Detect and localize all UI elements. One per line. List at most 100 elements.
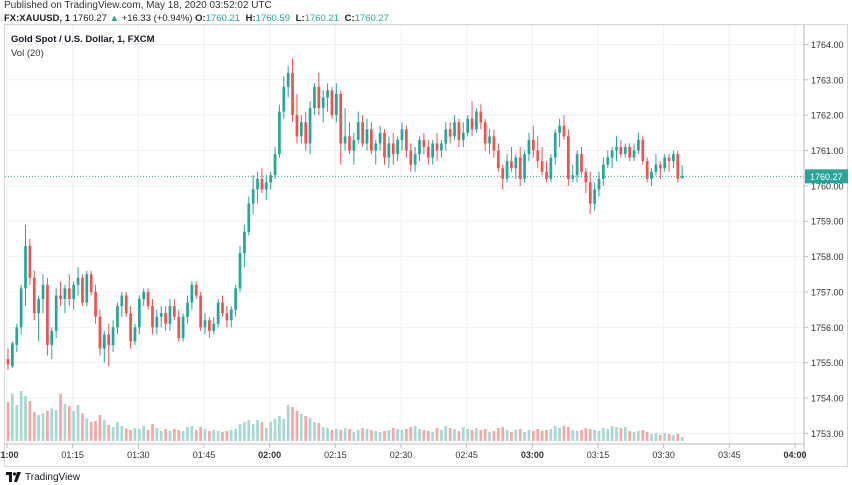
candle — [470, 101, 474, 137]
high-label: H: — [245, 13, 256, 24]
candle — [654, 154, 658, 176]
volume-bar — [549, 429, 553, 441]
volume-bar — [400, 430, 404, 441]
x-tick-label: 01:45 — [193, 450, 216, 460]
candle — [383, 129, 386, 165]
volume-bar — [295, 411, 299, 441]
candle — [641, 136, 645, 165]
candle — [466, 115, 470, 137]
candle — [518, 146, 522, 186]
candle — [650, 168, 653, 186]
candle — [496, 143, 500, 172]
candle — [479, 104, 483, 130]
close-value: 1760.27 — [354, 13, 389, 24]
volume-bar — [94, 421, 97, 441]
candle — [63, 284, 67, 314]
volume-bar — [396, 429, 399, 441]
y-tick-label: 1753.00 — [811, 429, 844, 439]
candle — [663, 154, 667, 172]
volume-bar — [654, 433, 658, 441]
volume-bar — [260, 422, 264, 441]
volume-bar — [348, 429, 351, 441]
candle — [321, 90, 325, 123]
candle — [531, 125, 535, 158]
candle — [208, 316, 211, 338]
volume-bar — [431, 432, 435, 441]
legend-volume: Vol (20) — [11, 48, 44, 59]
candle — [409, 143, 413, 172]
candle — [221, 295, 224, 317]
volume-bar — [418, 429, 421, 441]
volume-bar — [32, 412, 36, 441]
volume-bar — [19, 391, 23, 441]
volume-bar — [120, 426, 124, 441]
candle — [580, 146, 583, 176]
candle — [286, 65, 290, 98]
volume-bar — [234, 429, 238, 441]
volume-bar — [619, 428, 623, 441]
low-label: L: — [295, 13, 305, 24]
candle — [317, 72, 321, 116]
candle — [523, 150, 526, 183]
volume-bar — [663, 433, 667, 441]
candle — [549, 154, 553, 183]
volume-bar — [291, 407, 294, 441]
tradingview-logo-icon — [6, 472, 21, 482]
volume-bar — [181, 431, 185, 441]
candle — [571, 164, 575, 183]
volume-bar — [15, 405, 19, 441]
candle — [273, 146, 277, 179]
volume-bar — [107, 425, 111, 441]
volume-bar — [523, 432, 526, 441]
low-value: 1760.21 — [304, 13, 339, 24]
volume-bar — [177, 430, 181, 441]
volume-bar — [129, 430, 132, 441]
candle — [545, 161, 548, 183]
candle — [610, 146, 614, 169]
volume-bar — [492, 431, 496, 441]
volume-bar — [369, 430, 373, 441]
volume-bar — [243, 422, 246, 441]
candle — [37, 295, 41, 342]
candle — [396, 136, 399, 162]
volume-bar — [426, 431, 430, 441]
volume-bar — [89, 422, 93, 441]
candle — [264, 175, 268, 201]
volume-bar — [650, 434, 653, 441]
candle — [356, 111, 360, 144]
volume-bar — [536, 429, 540, 441]
candle — [501, 164, 505, 190]
published-caption: Published on TradingView.com, May 18, 20… — [4, 0, 272, 11]
volume-bar — [413, 426, 417, 441]
volume-bar — [24, 396, 27, 441]
volume-bar — [475, 428, 478, 441]
volume-bar — [124, 428, 128, 441]
volume-bar — [531, 431, 535, 441]
volume-bar — [527, 430, 531, 441]
volume-bar — [37, 415, 41, 441]
candle — [229, 306, 233, 328]
candle — [98, 309, 102, 356]
candle — [282, 76, 286, 119]
change-value: +16.33 (+0.94%) — [121, 13, 193, 24]
candle — [102, 330, 106, 363]
open-value: 1760.21 — [205, 13, 240, 24]
candle — [186, 295, 189, 324]
footer: TradingView — [6, 469, 80, 485]
volume-bar — [610, 426, 614, 441]
candle — [488, 129, 491, 155]
volume-bar — [562, 426, 566, 441]
candle — [588, 171, 592, 215]
volume-bar — [365, 429, 369, 441]
candle — [658, 161, 662, 179]
grid — [5, 25, 804, 444]
volume-bar — [172, 429, 176, 441]
open-label: O: — [195, 13, 206, 24]
volume-bar — [606, 429, 610, 441]
candle — [308, 101, 312, 155]
candle — [133, 323, 137, 345]
candle — [203, 313, 207, 335]
volume-bar — [580, 430, 583, 441]
volume-bar — [28, 401, 32, 441]
